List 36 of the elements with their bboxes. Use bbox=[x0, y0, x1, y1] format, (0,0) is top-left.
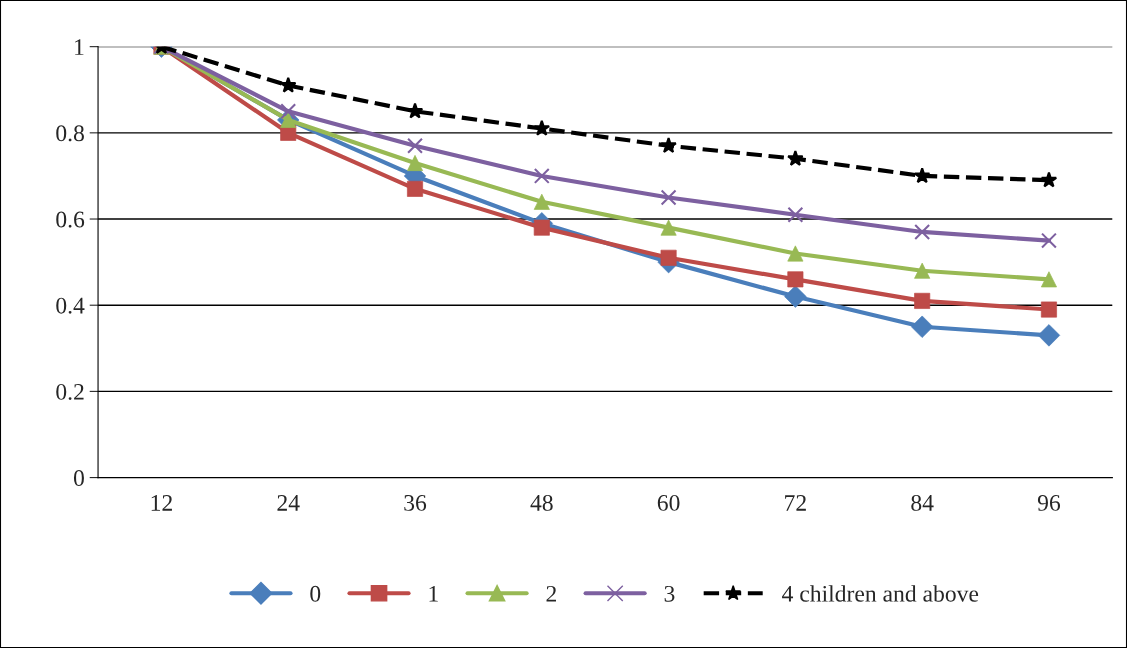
y-tick-label: 0.8 bbox=[56, 125, 84, 142]
point bbox=[407, 155, 424, 171]
y-tick-label: 0.6 bbox=[56, 211, 85, 228]
point bbox=[787, 206, 804, 223]
point bbox=[787, 150, 804, 166]
y-tick-label: 0.2 bbox=[56, 383, 84, 400]
x-tick-label: 24 bbox=[277, 494, 300, 511]
point bbox=[279, 76, 297, 93]
point bbox=[407, 137, 423, 154]
point bbox=[407, 180, 424, 197]
x-tick-label: 60 bbox=[657, 494, 680, 511]
point bbox=[913, 167, 931, 184]
x-tick-label: 36 bbox=[404, 494, 427, 511]
point bbox=[280, 103, 297, 120]
y-tick-label: 1 bbox=[75, 39, 84, 55]
point bbox=[911, 315, 934, 338]
legend-label: 0 bbox=[310, 585, 321, 602]
y-tick-label: 0.4 bbox=[56, 297, 85, 314]
x-tick-label: 48 bbox=[530, 494, 553, 511]
legend-label: 2 bbox=[546, 585, 556, 602]
point bbox=[914, 223, 931, 240]
point bbox=[1040, 232, 1057, 249]
x-tick-label: 72 bbox=[785, 494, 806, 511]
y-tick-label: 0 bbox=[73, 470, 84, 486]
legend-label: 4 children and above bbox=[782, 585, 979, 602]
point bbox=[1040, 171, 1058, 188]
legend-label: 3 bbox=[664, 585, 675, 602]
legend-label: 1 bbox=[429, 585, 438, 602]
point bbox=[914, 292, 931, 309]
x-tick-label: 84 bbox=[911, 494, 934, 511]
point bbox=[660, 137, 677, 153]
point bbox=[660, 189, 677, 206]
point bbox=[533, 119, 551, 136]
x-tick-label: 12 bbox=[151, 494, 172, 511]
x-tick-label: 96 bbox=[1037, 494, 1061, 511]
point bbox=[533, 167, 550, 184]
